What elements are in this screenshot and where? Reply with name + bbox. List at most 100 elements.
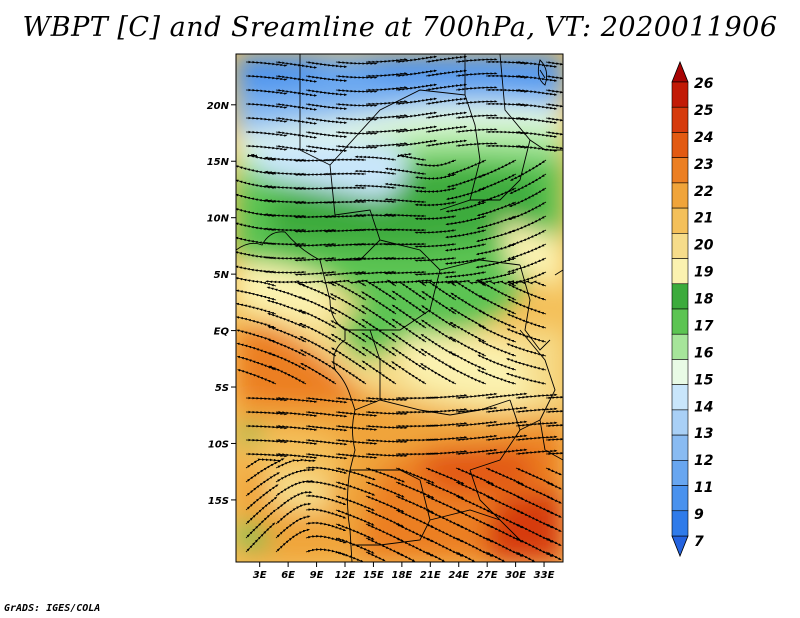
colorbar-label: 11 — [694, 480, 713, 496]
streamline — [245, 522, 276, 553]
streamline — [425, 139, 468, 147]
y-tick-label: 15N — [207, 157, 230, 168]
streamline — [365, 452, 408, 458]
streamline — [485, 551, 506, 562]
streamline — [507, 243, 547, 260]
streamline — [305, 61, 348, 68]
x-tick-label: 15E — [363, 570, 384, 581]
streamline — [545, 467, 563, 476]
streamline — [485, 537, 524, 557]
map-frame — [235, 53, 564, 563]
streamline — [305, 75, 348, 82]
colorbar-label: 21 — [694, 211, 713, 227]
colorbar-swatch — [671, 81, 689, 108]
streamline — [545, 103, 563, 108]
streamline — [545, 395, 563, 400]
streamline — [335, 144, 378, 149]
streamline — [515, 102, 558, 110]
colorbar-label: 13 — [694, 426, 713, 442]
colorbar-swatch — [671, 485, 689, 512]
y-tick-label: 10S — [208, 439, 229, 450]
streamline — [425, 481, 465, 499]
streamline — [395, 537, 434, 557]
streamline — [455, 467, 495, 485]
x-tick-label: 3E — [253, 570, 267, 581]
chart-title: WBPT [C] and Sreamline at 700hPa, VT: 20… — [22, 12, 778, 43]
x-tick-label: 30E — [505, 570, 526, 581]
streamline — [365, 551, 386, 562]
streamline — [455, 72, 498, 77]
streamline — [365, 509, 405, 527]
streamline — [506, 328, 547, 343]
streamline — [515, 551, 536, 562]
streamline — [515, 393, 558, 400]
streamline — [335, 116, 378, 121]
streamline — [335, 509, 375, 526]
streamline — [545, 437, 563, 442]
colorbar-swatch — [671, 182, 689, 209]
colorbar: 26 25 24 23 22 21 20 19 18 17 16 15 14 13 12 11 9 7 — [671, 60, 714, 558]
streamline — [335, 130, 378, 135]
streamline — [395, 481, 435, 499]
streamline — [455, 114, 498, 119]
streamline — [275, 468, 315, 483]
streamline — [305, 145, 348, 152]
streamline — [384, 167, 427, 176]
streamline — [545, 423, 563, 428]
streamline — [545, 481, 562, 490]
streamline — [515, 74, 558, 82]
x-tick-label: 12E — [335, 570, 356, 581]
streamline — [425, 69, 468, 77]
streamline — [395, 467, 435, 484]
streamline — [268, 365, 307, 385]
streamline — [455, 100, 498, 105]
streamline — [455, 481, 494, 499]
colorbar-label: 24 — [694, 130, 713, 146]
streamline — [545, 551, 562, 561]
colorbar-swatch — [671, 510, 689, 537]
colorbar-label: 12 — [694, 453, 713, 469]
streamline — [425, 83, 468, 91]
y-tick-label: 20N — [207, 101, 230, 112]
colorbar-swatch — [671, 308, 689, 335]
streamline — [545, 495, 562, 504]
x-tick-label: 33E — [534, 570, 555, 581]
streamline — [365, 481, 405, 498]
streamline — [361, 360, 397, 385]
streamline — [485, 467, 525, 485]
country-borders — [236, 54, 563, 562]
streamline — [506, 343, 547, 357]
colorbar-swatch — [671, 359, 689, 385]
colorbar-swatch — [671, 106, 689, 133]
streamline — [507, 229, 547, 247]
colorbar-swatch — [671, 157, 689, 184]
y-tick-label: 5S — [215, 383, 229, 394]
x-tick-label: 24E — [448, 570, 469, 581]
colorbar-label: 25 — [694, 103, 714, 119]
colorbar-top-arrow — [671, 60, 689, 83]
streamline — [545, 117, 563, 122]
x-tick-label: 18E — [391, 570, 412, 581]
streamline — [425, 467, 465, 485]
colorbar-swatch — [671, 384, 689, 411]
streamline — [545, 509, 562, 518]
streamline — [545, 75, 563, 80]
streamline — [545, 409, 563, 414]
streamline — [506, 358, 547, 371]
colorbar-swatch — [671, 233, 689, 259]
streamline — [335, 481, 376, 496]
streamline — [545, 131, 563, 136]
streamline — [515, 130, 558, 138]
streamline — [275, 528, 311, 553]
streamline — [425, 125, 468, 133]
y-tick-label: EQ — [214, 327, 230, 338]
credit-text: GrADS: IGES/COLA — [4, 603, 101, 614]
colorbar-swatch — [671, 333, 689, 360]
streamline — [455, 58, 498, 63]
colorbar-swatch — [671, 207, 689, 234]
y-tick-label: 15S — [208, 496, 229, 507]
streamline — [331, 361, 367, 385]
colorbar-swatch — [671, 283, 689, 310]
streamline — [455, 537, 494, 557]
streamline — [507, 279, 547, 287]
